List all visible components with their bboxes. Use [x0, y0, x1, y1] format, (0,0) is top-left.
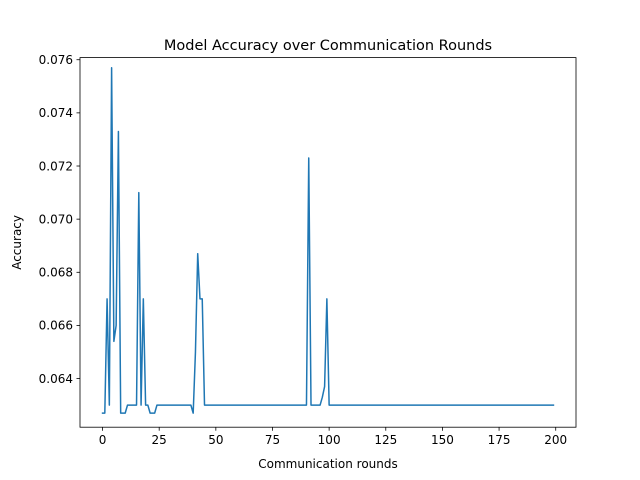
x-tick-label: 200 — [544, 433, 567, 447]
y-tick-label: 0.068 — [39, 266, 73, 280]
x-tick-label: 0 — [99, 433, 107, 447]
x-tick-label: 100 — [318, 433, 341, 447]
y-tick-label: 0.070 — [39, 212, 73, 226]
y-tick-label: 0.076 — [39, 53, 73, 67]
x-tick-label: 75 — [265, 433, 280, 447]
x-axis-label: Communication rounds — [258, 457, 398, 471]
y-axis-label: Accuracy — [10, 215, 24, 270]
y-tick-label: 0.074 — [39, 106, 73, 120]
y-tick-label: 0.072 — [39, 159, 73, 173]
x-tick-label: 125 — [374, 433, 397, 447]
x-tick-label: 25 — [152, 433, 167, 447]
plot-frame — [79, 57, 577, 428]
chart-title: Model Accuracy over Communication Rounds — [164, 38, 492, 54]
x-tick-label: 150 — [431, 433, 454, 447]
y-tick-label: 0.066 — [39, 319, 73, 333]
series-line-0 — [101, 66, 555, 414]
x-tick-label: 175 — [488, 433, 511, 447]
x-tick-label: 50 — [208, 433, 223, 447]
y-tick-label: 0.064 — [39, 372, 73, 386]
